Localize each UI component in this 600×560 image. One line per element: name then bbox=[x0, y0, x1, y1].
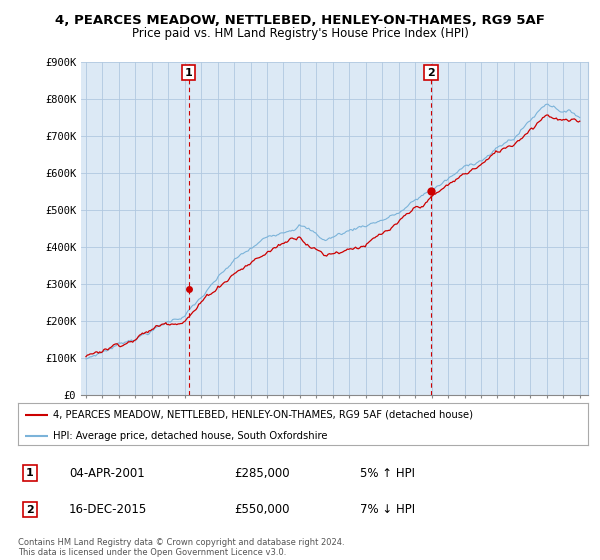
Text: £550,000: £550,000 bbox=[234, 503, 290, 516]
Text: 2: 2 bbox=[427, 68, 435, 78]
Text: 04-APR-2001: 04-APR-2001 bbox=[69, 466, 145, 480]
Text: 2: 2 bbox=[26, 505, 34, 515]
Text: Price paid vs. HM Land Registry's House Price Index (HPI): Price paid vs. HM Land Registry's House … bbox=[131, 27, 469, 40]
Text: 1: 1 bbox=[26, 468, 34, 478]
Text: 5% ↑ HPI: 5% ↑ HPI bbox=[360, 466, 415, 480]
Text: 16-DEC-2015: 16-DEC-2015 bbox=[69, 503, 147, 516]
Text: Contains HM Land Registry data © Crown copyright and database right 2024.
This d: Contains HM Land Registry data © Crown c… bbox=[18, 538, 344, 557]
Text: HPI: Average price, detached house, South Oxfordshire: HPI: Average price, detached house, Sout… bbox=[53, 431, 328, 441]
Text: 7% ↓ HPI: 7% ↓ HPI bbox=[360, 503, 415, 516]
Text: 4, PEARCES MEADOW, NETTLEBED, HENLEY-ON-THAMES, RG9 5AF (detached house): 4, PEARCES MEADOW, NETTLEBED, HENLEY-ON-… bbox=[53, 410, 473, 420]
Text: £285,000: £285,000 bbox=[234, 466, 290, 480]
Text: 4, PEARCES MEADOW, NETTLEBED, HENLEY-ON-THAMES, RG9 5AF: 4, PEARCES MEADOW, NETTLEBED, HENLEY-ON-… bbox=[55, 14, 545, 27]
Text: 1: 1 bbox=[185, 68, 193, 78]
